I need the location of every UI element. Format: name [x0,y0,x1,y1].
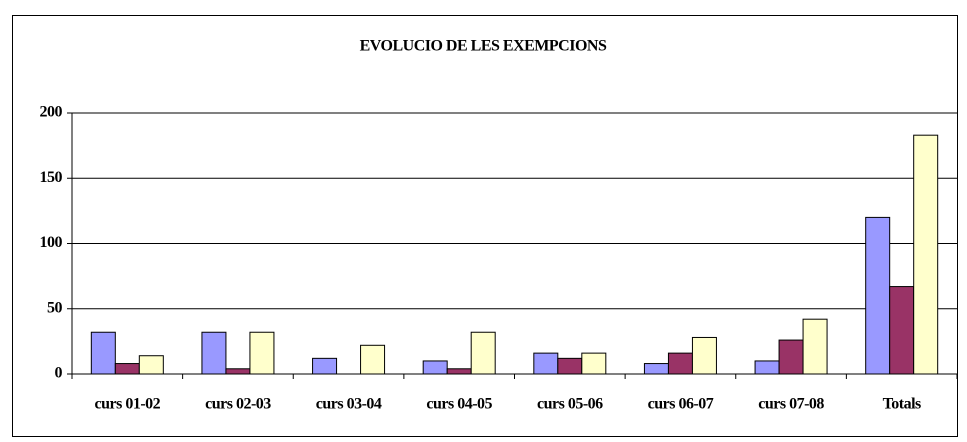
x-tick-label: curs 02-03 [205,396,271,413]
bar [360,344,386,375]
bar [249,331,275,375]
bar [913,134,939,375]
bar [667,352,693,375]
bar [114,363,140,375]
bar [90,331,116,375]
bar [581,352,607,375]
bar [446,368,472,375]
y-tick-label: 50 [47,299,63,316]
bar [138,355,164,375]
bar [802,318,828,375]
bar [754,360,780,375]
x-tick-label: curs 05-06 [537,396,603,413]
x-tick-label: curs 07-08 [758,396,824,413]
bar [778,339,804,375]
y-tick-label: 100 [40,234,63,251]
bar [225,368,251,375]
y-tick-label: 0 [55,365,63,382]
x-tick-label: curs 03-04 [316,396,382,413]
bar [691,336,717,375]
x-tick-label: curs 04-05 [426,396,492,413]
bar [201,331,227,375]
bar [470,331,496,375]
x-tick-label: curs 06-07 [648,396,714,413]
bar [865,216,891,375]
bar [312,357,338,375]
bar [422,360,448,375]
bar [533,352,559,375]
y-tick-label: 150 [40,169,63,186]
bar [889,286,915,375]
chart-title: EVOLUCIO DE LES EXEMPCIONS [360,38,607,55]
bar [557,357,583,375]
x-tick-label: Totals [883,396,921,413]
x-tick-label: curs 01-02 [94,396,160,413]
bar [643,363,669,375]
y-tick-label: 200 [40,104,63,121]
